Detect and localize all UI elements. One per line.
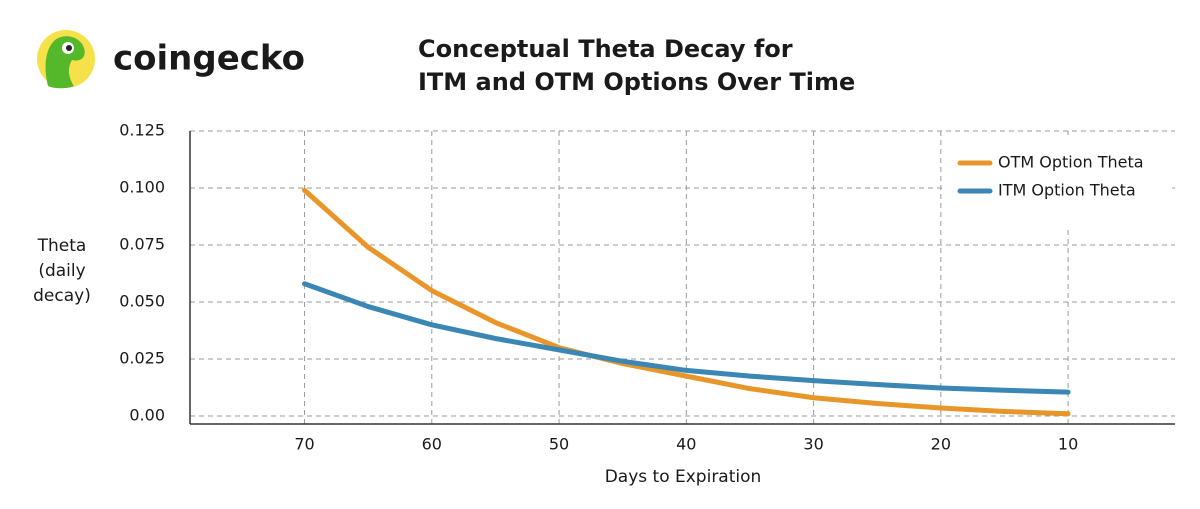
brand: coingecko bbox=[113, 39, 305, 79]
x-axis-label: Days to Expiration bbox=[605, 467, 762, 487]
x-tick-label: 30 bbox=[803, 435, 823, 454]
chart-title: Conceptual Theta Decay for bbox=[418, 35, 793, 63]
y-tick-label: 0.050 bbox=[119, 292, 165, 311]
x-tick-label: 70 bbox=[294, 435, 314, 454]
y-axis-label: (daily bbox=[38, 261, 85, 281]
y-tick-label: 0.025 bbox=[119, 349, 165, 368]
x-tick-label: 50 bbox=[549, 435, 569, 454]
x-tick-label: 20 bbox=[931, 435, 951, 454]
x-tick-label: 10 bbox=[1058, 435, 1078, 454]
data-line bbox=[302, 187, 1071, 417]
y-tick-label: 0.00 bbox=[129, 406, 165, 425]
y-axis-label: decay) bbox=[33, 286, 91, 306]
data-line bbox=[302, 281, 1071, 395]
y-axis-label: Theta bbox=[37, 236, 87, 256]
y-tick-label: 0.100 bbox=[119, 178, 165, 197]
x-tick-label: 60 bbox=[422, 435, 442, 454]
legend-box bbox=[945, 135, 1172, 227]
chart-title: ITM and OTM Options Over Time bbox=[418, 68, 855, 96]
x-tick-label: 40 bbox=[676, 435, 696, 454]
legend-label: ITM Option Theta bbox=[998, 181, 1136, 200]
y-tick-label: 0.125 bbox=[119, 121, 165, 140]
legend-label: OTM Option Theta bbox=[998, 153, 1144, 172]
logo-icon bbox=[37, 30, 95, 89]
y-tick-label: 0.075 bbox=[119, 235, 165, 254]
